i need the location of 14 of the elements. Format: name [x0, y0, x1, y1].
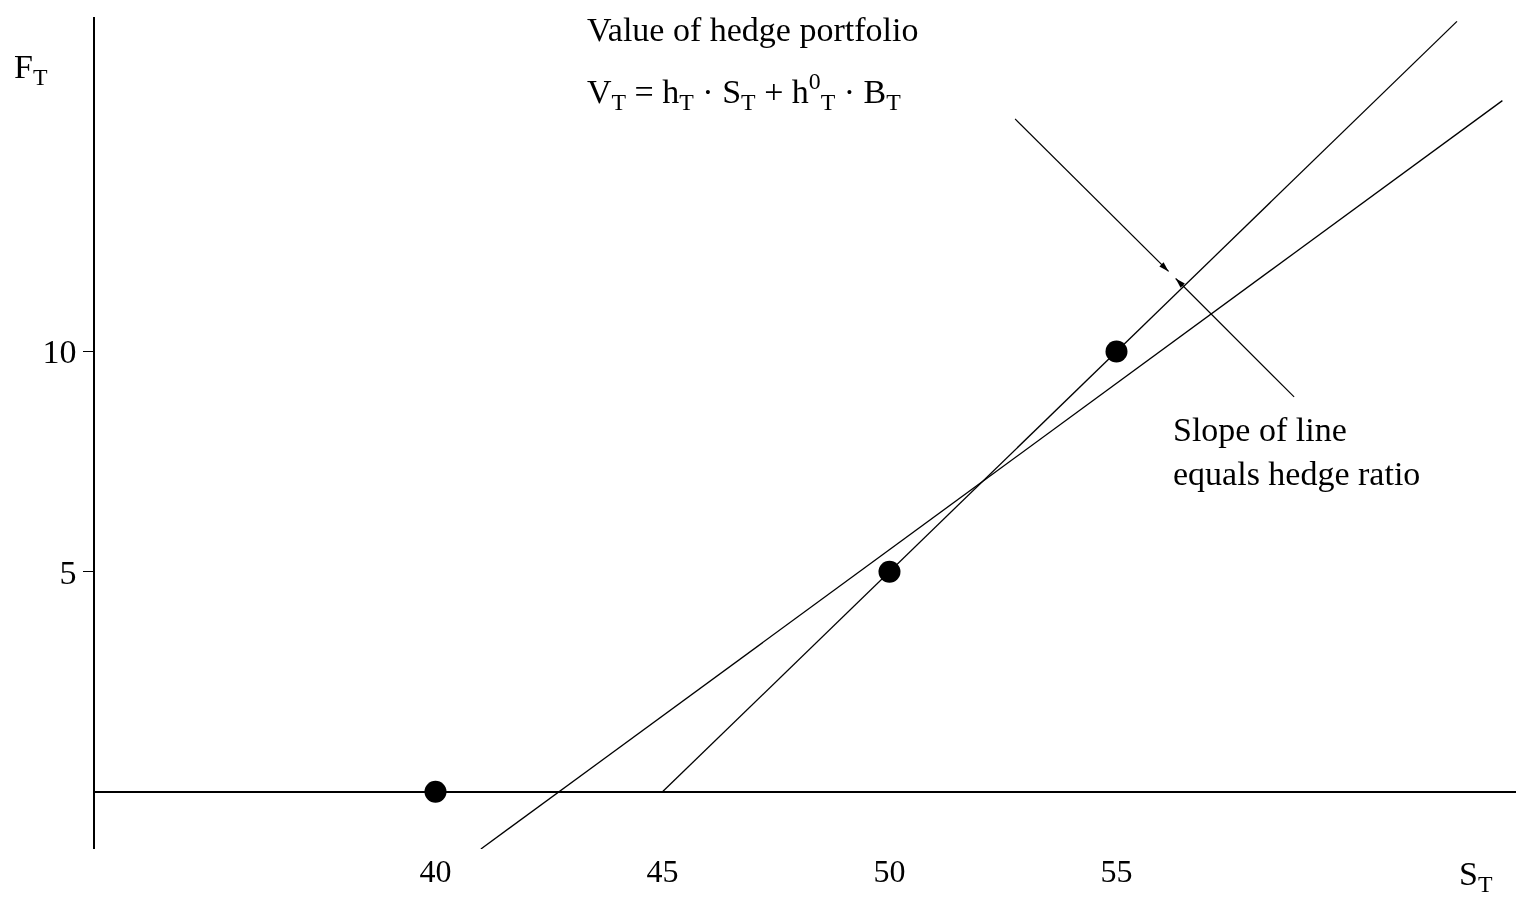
y-tick-label: 5	[59, 553, 77, 591]
x-tick-label: 45	[646, 853, 679, 889]
annotation: Slope of line equals hedge ratio	[1173, 411, 1421, 493]
point	[878, 560, 901, 583]
point	[1105, 340, 1128, 363]
y-axis-title: F$_{T}$	[14, 48, 48, 91]
text: V$_{T}$ = h$_{T}$ · S$_{T}$ + h$^{0}$$_{T}$ · B$_{T}$	[587, 68, 901, 116]
annotation: Value of hedge portfolio	[587, 11, 919, 48]
x-tick-label: 50	[873, 853, 906, 889]
y-tick-label: 10	[42, 333, 77, 371]
x-tick-label: 55	[1100, 853, 1133, 889]
x-tick-label: 40	[419, 853, 452, 889]
point	[424, 780, 447, 803]
x-axis-title: S$_{T}$	[1459, 855, 1493, 898]
